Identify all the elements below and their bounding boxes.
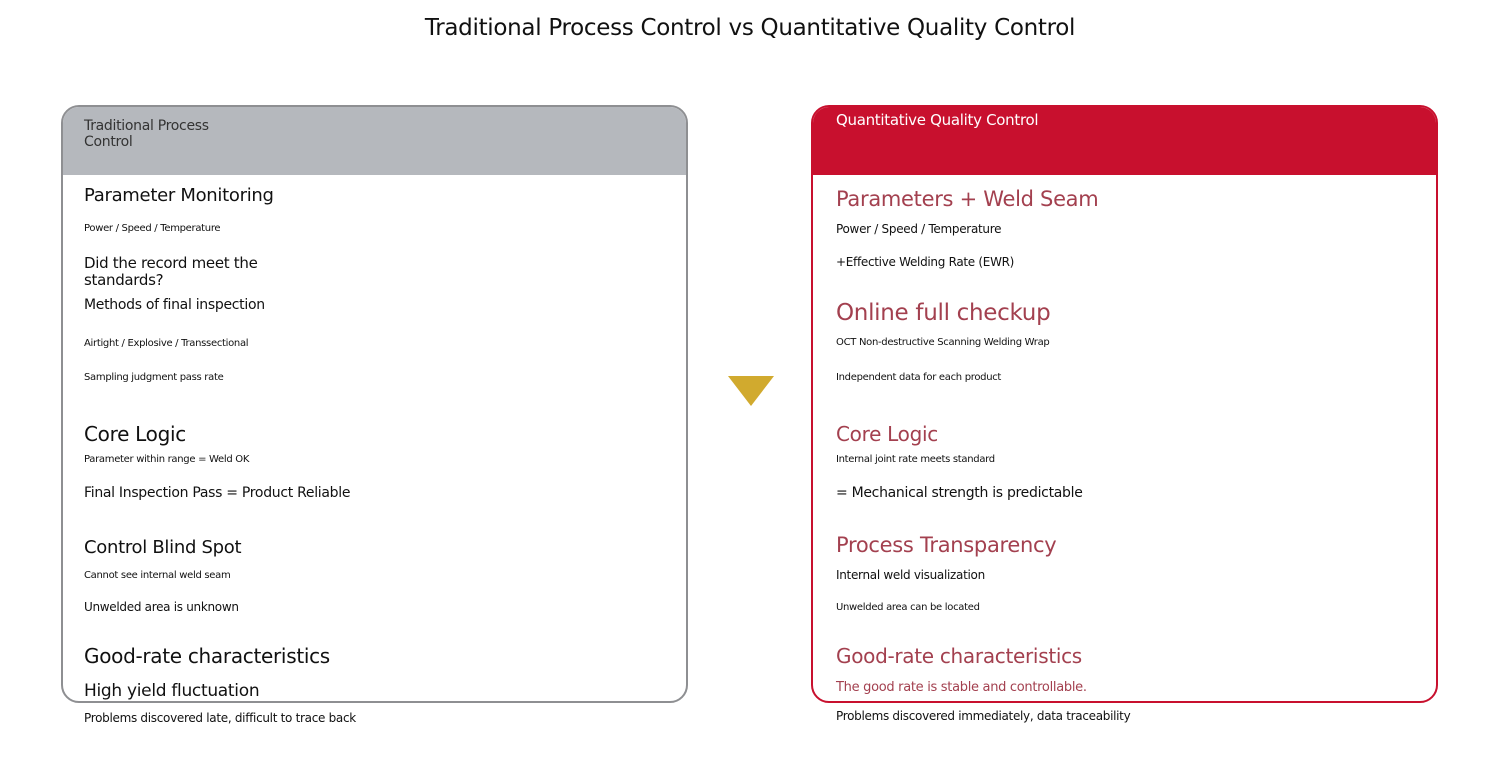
text: The good rate is stable and controllable…	[836, 680, 1087, 695]
text: Internal joint rate meets standard	[836, 454, 995, 465]
heading: Core Logic	[836, 422, 938, 446]
title: Traditional Process Control vs Quantitat…	[424, 15, 1076, 41]
heading: Process Transparency	[836, 533, 1057, 557]
text: = Mechanical strength is predictable	[836, 485, 1083, 501]
left-header: Traditional Process Control	[84, 118, 209, 151]
heading: Good-rate characteristics	[84, 644, 330, 668]
heading: Online full checkup	[836, 300, 1051, 326]
text: High yield fluctuation	[84, 681, 260, 701]
text: Unwelded area is unknown	[84, 600, 239, 614]
text: Cannot see internal weld seam	[84, 570, 231, 581]
text: OCT Non-destructive Scanning Welding Wra…	[836, 337, 1050, 348]
right-panel	[811, 105, 1438, 703]
text: Methods of final inspection	[84, 297, 265, 313]
text: Sampling judgment pass rate	[84, 372, 224, 383]
right-header-bg	[813, 107, 1436, 175]
text: Problems discovered late, difficult to t…	[84, 711, 356, 725]
text: Problems discovered immediately, data tr…	[836, 709, 1131, 723]
text: Final Inspection Pass = Product Reliable	[84, 485, 351, 501]
text: Airtight / Explosive / Transsectional	[84, 338, 249, 349]
text: Power / Speed / Temperature	[84, 223, 221, 234]
right-header: Quantitative Quality Control	[836, 111, 1039, 129]
heading: Parameter Monitoring	[84, 185, 274, 206]
arrow	[728, 376, 774, 406]
text: Parameter within range = Weld OK	[84, 454, 250, 465]
heading: Good-rate characteristics	[836, 644, 1082, 668]
left-header-bg	[63, 107, 686, 175]
heading: Core Logic	[84, 422, 186, 446]
text: +Effective Welding Rate (EWR)	[836, 255, 1015, 269]
text: Internal weld visualization	[836, 568, 985, 582]
heading: Control Blind Spot	[84, 537, 242, 558]
left-panel	[61, 105, 688, 703]
arrow-shape	[728, 376, 774, 406]
heading: Parameters + Weld Seam	[836, 187, 1099, 211]
text: Independent data for each product	[836, 372, 1002, 383]
text: Unwelded area can be located	[836, 602, 980, 613]
text: Power / Speed / Temperature	[836, 222, 1002, 236]
text: Did the record meet the standards?	[84, 254, 258, 290]
